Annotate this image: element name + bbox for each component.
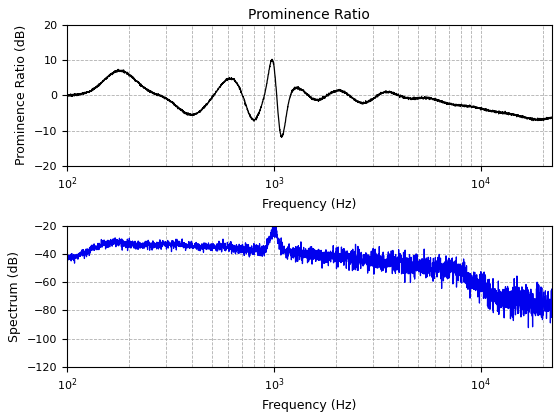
Y-axis label: Prominence Ratio (dB): Prominence Ratio (dB)	[15, 25, 29, 165]
X-axis label: Frequency (Hz): Frequency (Hz)	[262, 399, 357, 412]
Y-axis label: Spectrum (dB): Spectrum (dB)	[8, 251, 21, 342]
Title: Prominence Ratio: Prominence Ratio	[249, 8, 370, 22]
X-axis label: Frequency (Hz): Frequency (Hz)	[262, 198, 357, 211]
